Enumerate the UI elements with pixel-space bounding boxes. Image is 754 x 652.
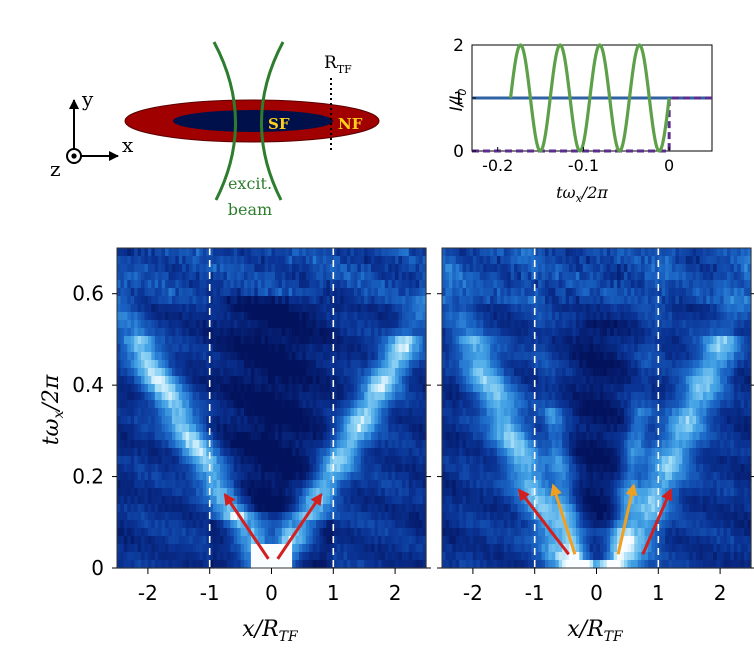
axis-label-y: y xyxy=(81,87,94,111)
heatmap-left xyxy=(116,247,427,569)
rtf-label: RTF xyxy=(324,53,352,76)
heatmap-left-cells xyxy=(117,248,427,569)
heatmap-ytick: 0 xyxy=(91,556,104,580)
inset-series-modulated xyxy=(508,43,671,153)
heatmap-ytick: 0.4 xyxy=(72,373,104,397)
inset-ytick: 2 xyxy=(453,36,464,56)
heatmap-right-xlabel: x/RTF xyxy=(567,617,624,645)
red-arrow xyxy=(223,492,270,560)
orange-arrow xyxy=(550,483,577,555)
excitation-beam-right xyxy=(260,41,285,201)
red-arrow xyxy=(517,488,570,556)
schematic: y x z RTF SF NF excit. beam xyxy=(50,41,380,219)
heatmap-ylabel: tωx/2π xyxy=(39,374,67,445)
heatmap-xtick: -1 xyxy=(200,581,220,605)
heatmap-xtick: -1 xyxy=(525,581,545,605)
heatmap-ytick: 0.6 xyxy=(72,282,104,306)
heatmap-left-overlay xyxy=(208,248,335,568)
beam-label-line2: beam xyxy=(228,200,272,219)
heatmap-ticks: 0 0.2 0.4 0.6 -2 -1 0 1 2 -2 -1 0 1 2 xyxy=(72,282,754,605)
heatmap-xtick: -2 xyxy=(138,581,158,605)
superfluid-core xyxy=(173,110,333,132)
heatmap-right-cells xyxy=(442,248,752,569)
red-arrow xyxy=(276,492,323,560)
orange-arrow xyxy=(616,483,638,555)
red-arrow xyxy=(641,488,673,555)
heatmap-xtick: 2 xyxy=(389,581,402,605)
sf-label: SF xyxy=(268,115,290,133)
axis-label-z: z xyxy=(50,157,61,181)
heatmap-xtick: -2 xyxy=(463,581,483,605)
nf-label: NF xyxy=(338,115,363,133)
heatmap-xtick: 0 xyxy=(590,581,603,605)
heatmap-right xyxy=(441,247,752,569)
inset-ytick: 1 xyxy=(453,89,464,109)
inset-xtick: -0.1 xyxy=(568,156,599,175)
inset-series xyxy=(472,43,712,153)
heatmap-right-overlay xyxy=(517,248,673,568)
heatmap-xtick: 0 xyxy=(265,581,278,605)
heatmap-xtick: 1 xyxy=(652,581,665,605)
inset-xtick: 0 xyxy=(664,156,674,175)
inset-xtick: -0.2 xyxy=(482,156,513,175)
heatmap-left-xlabel: x/RTF xyxy=(242,617,299,645)
beam-label-line1: excit. xyxy=(228,174,272,193)
coordinate-axes: y x z xyxy=(50,87,134,181)
axis-label-x: x xyxy=(122,133,134,157)
intensity-inset: -0.2 -0.1 0 0 1 2 I/I0 tωx/2π xyxy=(447,36,713,205)
inset-ytick: 0 xyxy=(453,142,464,162)
heatmap-xtick: 2 xyxy=(714,581,727,605)
heatmap-xtick: 1 xyxy=(327,581,340,605)
inset-xlabel: tωx/2π xyxy=(556,183,608,205)
excitation-beam-left xyxy=(212,41,237,201)
inset-series-off xyxy=(472,96,712,153)
heatmap-ytick: 0.2 xyxy=(72,465,104,489)
inset-ticks: -0.2 -0.1 0 0 1 2 xyxy=(453,36,674,175)
inset-ylabel: I/I0 xyxy=(447,89,469,112)
